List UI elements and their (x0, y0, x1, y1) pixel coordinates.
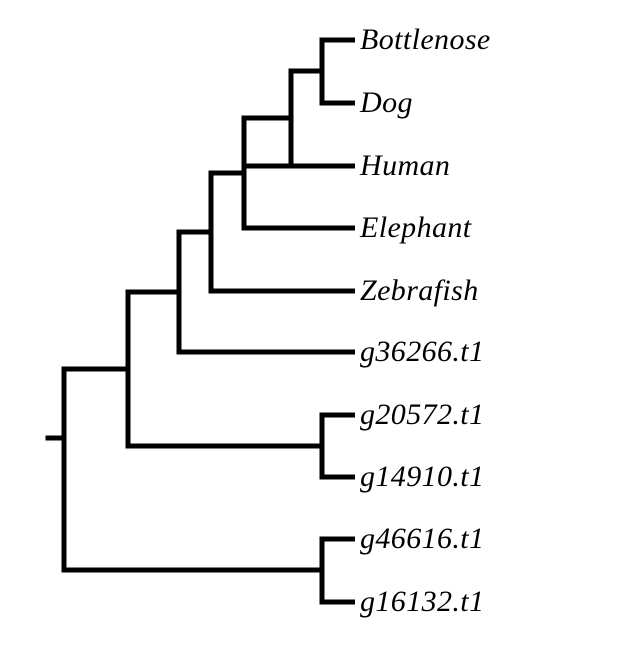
tip-label-g14910: g14910.t1 (360, 460, 485, 493)
tip-label-dog: Dog (360, 86, 413, 119)
tip-label-g36266: g36266.t1 (360, 335, 485, 368)
branch-lines-group (45, 37, 355, 605)
tip-label-bottlenose: Bottlenose (360, 23, 491, 56)
tip-label-elephant: Elephant (360, 211, 472, 244)
tip-label-g46616: g46616.t1 (360, 522, 485, 555)
tip-label-zebrafish: Zebrafish (360, 274, 479, 307)
tip-label-g20572: g20572.t1 (360, 398, 485, 431)
tip-label-human: Human (360, 149, 451, 182)
tip-label-g16132: g16132.t1 (360, 585, 485, 618)
